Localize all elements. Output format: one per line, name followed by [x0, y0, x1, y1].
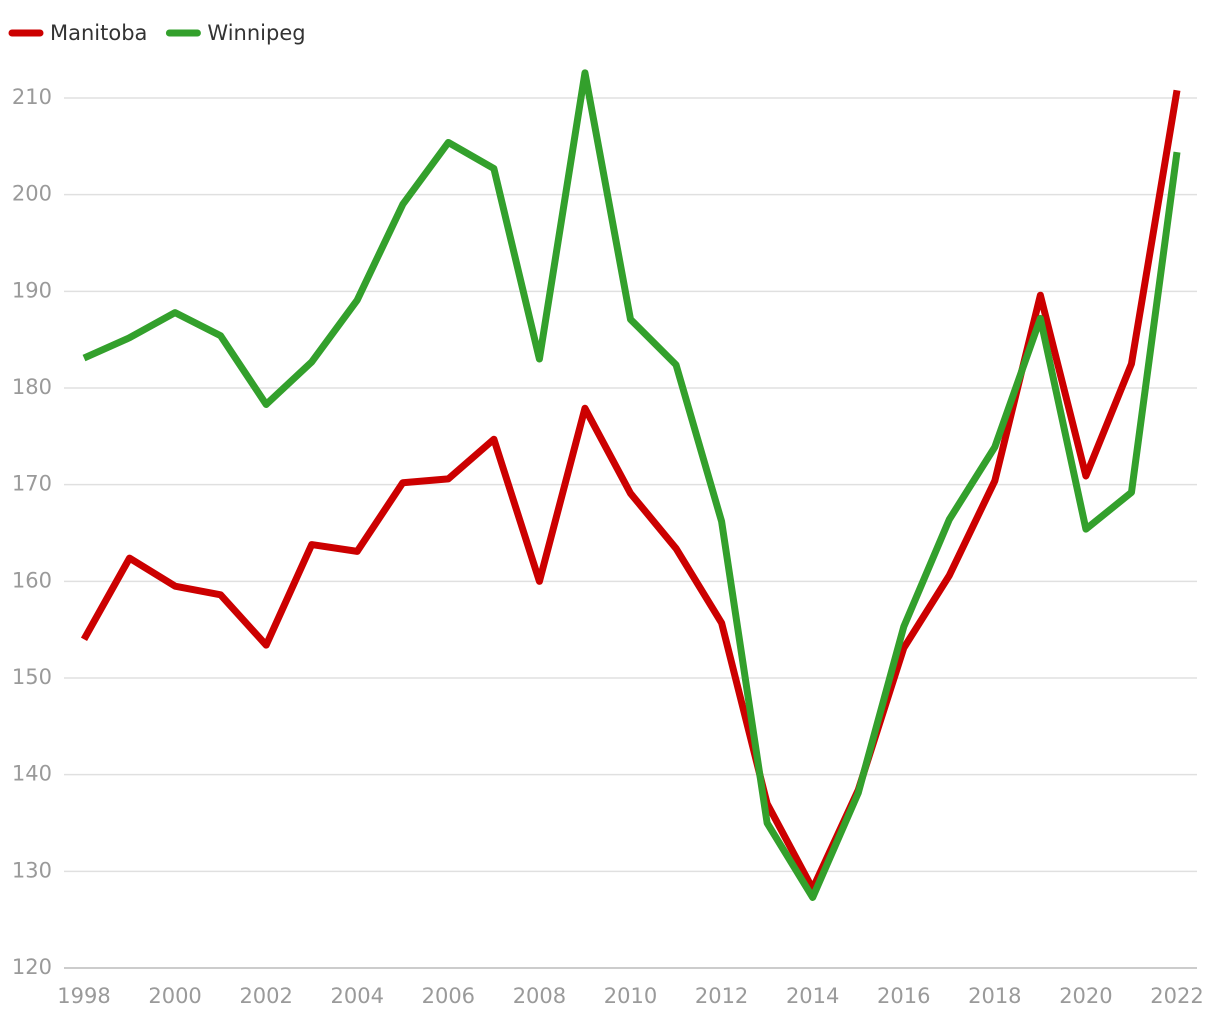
x-tick-label: 2000 [148, 984, 201, 1008]
y-tick-label: 150 [12, 665, 52, 689]
y-tick-label: 120 [12, 955, 52, 979]
legend-label: Winnipeg [207, 21, 305, 45]
y-tick-label: 140 [12, 762, 52, 786]
x-tick-label: 2012 [695, 984, 748, 1008]
series-line [80, 89, 1181, 893]
x-tick-label: 2006 [422, 984, 475, 1008]
y-tick-label: 160 [12, 568, 52, 592]
y-tick-label: 210 [12, 85, 52, 109]
x-tick-label: 2010 [604, 984, 657, 1008]
x-tick-label: 2014 [786, 984, 839, 1008]
x-tick-label: 2022 [1150, 984, 1203, 1008]
x-tick-label: 1998 [57, 984, 110, 1008]
y-tick-label: 180 [12, 375, 52, 399]
x-tick-label: 2018 [968, 984, 1021, 1008]
legend-label: Manitoba [50, 21, 147, 45]
x-tick-label: 2016 [877, 984, 930, 1008]
series-line [82, 69, 1181, 901]
x-tick-label: 2004 [331, 984, 384, 1008]
x-tick-label: 2020 [1059, 984, 1112, 1008]
y-tick-label: 130 [12, 858, 52, 882]
y-tick-label: 170 [12, 472, 52, 496]
x-tick-label: 2008 [513, 984, 566, 1008]
y-tick-label: 200 [12, 182, 52, 206]
y-tick-label: 190 [12, 278, 52, 302]
x-tick-label: 2002 [239, 984, 292, 1008]
